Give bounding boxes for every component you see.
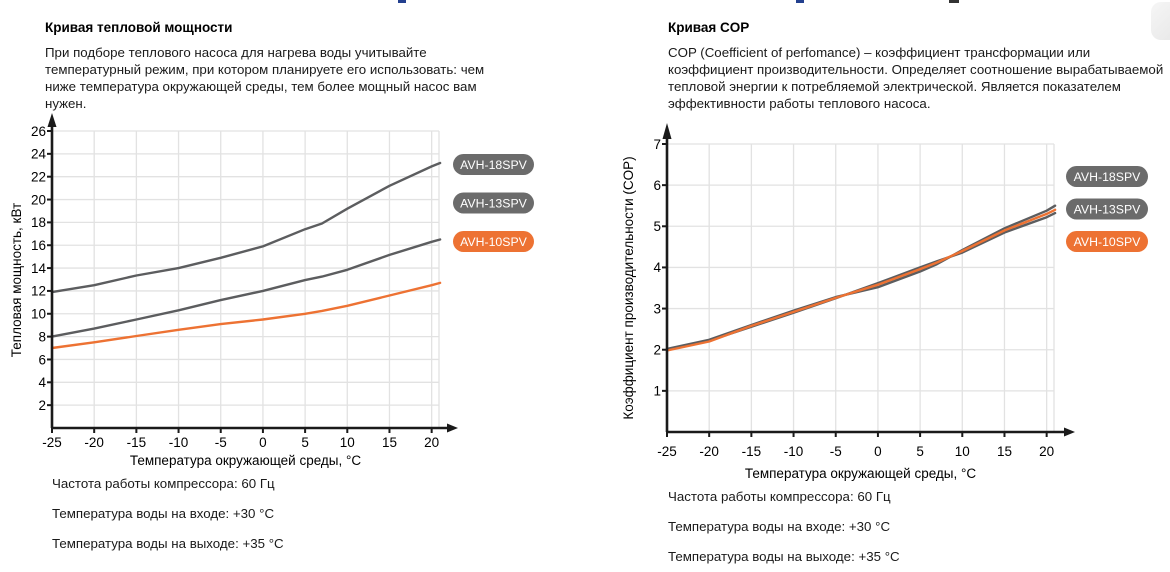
legend-badge-avh-18spv[interactable] xyxy=(1066,166,1148,187)
x-tick-label: -5 xyxy=(830,444,842,459)
series-line-avh-10spv xyxy=(50,281,442,350)
x-tick-label: -20 xyxy=(699,444,719,459)
y-tick-label: 8 xyxy=(38,329,46,344)
y-tick-label: 22 xyxy=(31,169,46,184)
x-tick-label: 10 xyxy=(955,444,970,459)
cop-chart: -25 -20 -15 -10 -5 0 5 10 15 20 1 2 3 4 5 6 7 Температура… xyxy=(621,123,1148,481)
power-curve-description: При подборе теплового насоса для нагрева… xyxy=(45,45,485,111)
x-tick-label: -25 xyxy=(42,435,62,450)
x-axis-label: Температура окружающей среды, °C xyxy=(745,466,977,481)
series-line-avh-10spv xyxy=(665,208,1057,352)
x-tick-label: -15 xyxy=(127,435,147,450)
y-tick-label: 1 xyxy=(653,384,661,399)
x-axis-arrow-icon xyxy=(1064,427,1075,437)
y-tick-label: 16 xyxy=(31,238,46,253)
power-chart: -25 -20 -15 -10 -5 0 5 10 15 20246810121416182022… xyxy=(9,113,534,468)
x-tick-label: -10 xyxy=(169,435,189,450)
note-water-inlet-temp: Температура воды на входе: +30 °C xyxy=(668,519,891,534)
series-line-avh-13spv xyxy=(50,238,442,338)
x-tick-label: -5 xyxy=(215,435,227,450)
x-tick-label: -20 xyxy=(84,435,104,450)
cop-curve-title: Кривая COP xyxy=(668,20,750,35)
power-curve-title: Кривая тепловой мощности xyxy=(45,20,233,35)
y-axis-label: Тепловая мощность, кВт xyxy=(9,203,24,357)
legend-badge-label: AVH-13SPV xyxy=(1074,202,1142,216)
power-chart-notes: Частота работы компрессора: 60 Гц Темпер… xyxy=(52,477,284,567)
y-axis-arrow-icon xyxy=(662,123,672,139)
legend-badge-avh-13spv[interactable] xyxy=(1066,198,1148,220)
x-tick-label: 15 xyxy=(382,435,397,450)
y-tick-label: 3 xyxy=(653,301,661,316)
y-tick-label: 12 xyxy=(31,284,46,299)
y-tick-label: 18 xyxy=(31,215,46,230)
y-tick-label: 24 xyxy=(31,147,47,162)
x-tick-label: 0 xyxy=(259,435,267,450)
y-tick-label: 6 xyxy=(38,352,46,367)
clipped-text-artifact xyxy=(398,0,406,3)
cop-curve-description: COP (Coefficient of perfomance) – коэффи… xyxy=(668,45,1164,111)
x-tick-label: 10 xyxy=(340,435,355,450)
legend-badge-avh-13spv[interactable] xyxy=(453,192,534,214)
x-axis-arrow-icon xyxy=(447,423,458,433)
legend-badge-avh-10spv[interactable] xyxy=(453,231,534,252)
legend-badge-label: AVH-10SPV xyxy=(460,235,528,249)
note-water-inlet-temp: Температура воды на входе: +30 °C xyxy=(52,506,275,521)
y-tick-label: 20 xyxy=(31,192,46,207)
x-tick-label: 20 xyxy=(424,435,439,450)
y-tick-label: 7 xyxy=(653,137,661,152)
y-axis-arrow-icon xyxy=(47,113,57,127)
y-tick-label: 5 xyxy=(653,219,661,234)
x-tick-label: -10 xyxy=(784,444,804,459)
y-tick-label: 4 xyxy=(653,260,661,275)
x-tick-label: -15 xyxy=(742,444,762,459)
y-tick-label: 2 xyxy=(38,398,46,413)
legend-badge-label: AVH-13SPV xyxy=(460,196,528,210)
x-tick-label: -25 xyxy=(657,444,677,459)
y-axis-label: Коэффициент производительности (COP) xyxy=(621,156,636,419)
y-tick-label: 14 xyxy=(31,261,47,276)
legend-badge-label: AVH-18SPV xyxy=(1074,170,1142,184)
y-tick-label: 2 xyxy=(653,343,661,358)
legend-badge-avh-10spv[interactable] xyxy=(1066,231,1148,252)
clipped-text-artifact xyxy=(949,0,959,3)
legend-badge-avh-18spv[interactable] xyxy=(453,154,534,175)
note-compressor-frequency: Частота работы компрессора: 60 Гц xyxy=(52,476,275,491)
x-tick-label: 5 xyxy=(916,444,924,459)
scrollbar-thumb[interactable] xyxy=(1151,2,1170,40)
x-tick-label: 15 xyxy=(997,444,1012,459)
x-axis-label: Температура окружающей среды, °C xyxy=(130,453,362,468)
series-line-avh-18spv xyxy=(665,204,1057,351)
cop-chart-notes: Частота работы компрессора: 60 Гц Темпер… xyxy=(668,490,900,572)
x-tick-label: 0 xyxy=(874,444,882,459)
legend-badge-label: AVH-18SPV xyxy=(460,158,528,172)
series-line-avh-18spv xyxy=(50,161,442,294)
note-water-outlet-temp: Температура воды на выходе: +35 °C xyxy=(668,549,900,564)
clipped-text-artifact xyxy=(796,0,804,3)
y-tick-label: 6 xyxy=(653,178,661,193)
note-water-outlet-temp: Температура воды на выходе: +35 °C xyxy=(52,536,284,551)
x-tick-label: 5 xyxy=(301,435,309,450)
y-tick-label: 4 xyxy=(38,375,46,390)
y-tick-label: 26 xyxy=(31,124,46,139)
legend-badge-label: AVH-10SPV xyxy=(1074,235,1142,249)
y-tick-label: 10 xyxy=(31,307,46,322)
note-compressor-frequency: Частота работы компрессора: 60 Гц xyxy=(668,489,891,504)
x-tick-label: 20 xyxy=(1039,444,1054,459)
